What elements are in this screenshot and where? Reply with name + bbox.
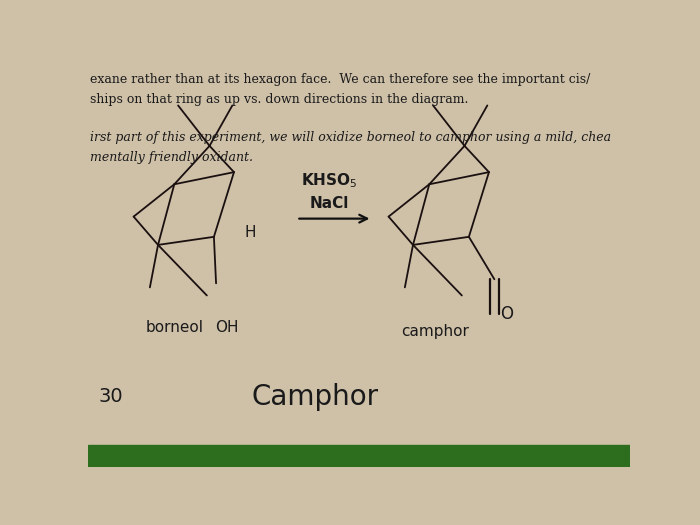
- Text: KHSO$_5$: KHSO$_5$: [301, 172, 357, 191]
- Text: NaCl: NaCl: [309, 195, 349, 211]
- Text: 30: 30: [98, 387, 123, 406]
- Text: borneol: borneol: [146, 320, 203, 335]
- Text: Camphor: Camphor: [252, 383, 379, 411]
- Text: H: H: [245, 225, 256, 240]
- Text: ships on that ring as up vs. down directions in the diagram.: ships on that ring as up vs. down direct…: [90, 92, 468, 106]
- Text: irst part of this experiment, we will oxidize borneol to camphor using a mild, c: irst part of this experiment, we will ox…: [90, 131, 611, 144]
- Bar: [88, 445, 630, 467]
- Text: ERT DIVIDER UNDER: ERT DIVIDER UNDER: [492, 453, 584, 461]
- Text: exane rather than at its hexagon face.  We can therefore see the important cis/: exane rather than at its hexagon face. W…: [90, 73, 591, 86]
- Text: camphor: camphor: [401, 324, 468, 339]
- Text: O: O: [500, 304, 513, 323]
- Text: mentally friendly oxidant.: mentally friendly oxidant.: [90, 151, 253, 164]
- Text: OH: OH: [215, 320, 239, 335]
